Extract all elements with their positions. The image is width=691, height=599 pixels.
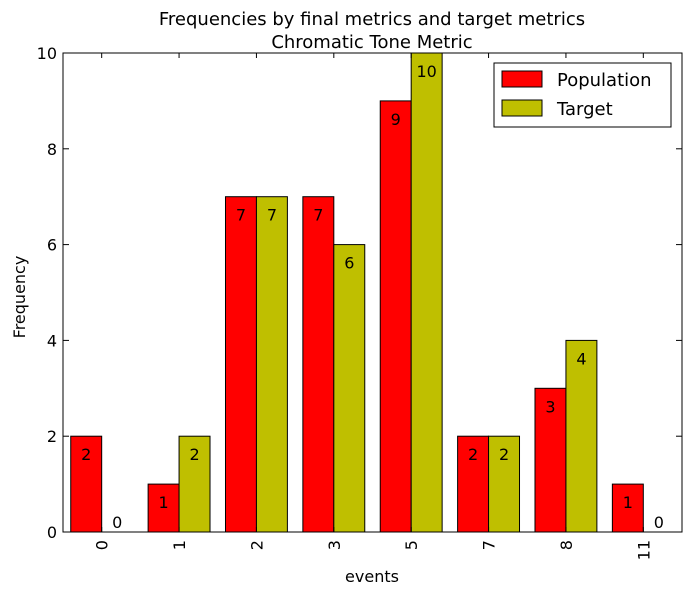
x-tick-label-0: 0 — [93, 540, 112, 550]
y-axis-label: Frequency — [10, 256, 29, 339]
legend-swatch-target — [501, 99, 543, 117]
data-label-target-1: 2 — [189, 445, 199, 464]
bar-target-7 — [488, 435, 521, 533]
y-tick-label-8: 8 — [47, 140, 57, 159]
data-label-population-0: 2 — [81, 445, 91, 464]
bar-population-8 — [534, 387, 567, 533]
bar-target-8 — [565, 339, 598, 533]
y-tick-label-6: 6 — [47, 236, 57, 255]
bar-population-7 — [457, 435, 490, 533]
y-tick-label-0: 0 — [47, 523, 57, 542]
bar-target-5 — [410, 52, 443, 533]
x-tick-label-7: 7 — [480, 540, 499, 550]
x-tick-label-3: 3 — [325, 540, 344, 550]
data-label-target-8: 4 — [576, 349, 586, 368]
data-label-target-2: 7 — [267, 206, 277, 225]
bar-population-3 — [302, 196, 335, 533]
data-label-population-11: 1 — [623, 493, 633, 512]
x-axis-label: events — [345, 567, 399, 586]
bars-layer — [70, 52, 644, 533]
legend-label-population: Population — [557, 70, 652, 91]
legend: Population Target — [493, 62, 672, 128]
legend-label-target: Target — [556, 99, 613, 120]
data-label-population-8: 3 — [545, 397, 555, 416]
chart-title: Frequencies by final metrics and target … — [159, 9, 585, 30]
bar-population-11 — [611, 483, 644, 533]
data-label-population-7: 2 — [468, 445, 478, 464]
bar-population-2 — [224, 196, 257, 533]
legend-swatch-population — [501, 70, 543, 88]
x-tick-label-1: 1 — [170, 540, 189, 550]
bar-population-5 — [379, 100, 412, 533]
chart-subtitle: Chromatic Tone Metric — [271, 32, 472, 53]
y-tick-label-2: 2 — [47, 427, 57, 446]
y-tick-label-10: 10 — [37, 44, 57, 63]
data-label-population-1: 1 — [158, 493, 168, 512]
bar-target-1 — [178, 435, 211, 533]
x-tick-label-5: 5 — [402, 540, 421, 550]
bar-population-0 — [70, 435, 103, 533]
data-label-target-0: 0 — [112, 513, 122, 532]
x-tick-label-11: 11 — [634, 540, 653, 560]
data-label-population-2: 7 — [236, 206, 246, 225]
data-label-target-5: 10 — [416, 62, 436, 81]
y-tick-label-4: 4 — [47, 331, 57, 350]
bar-population-1 — [147, 483, 180, 533]
data-label-target-7: 2 — [499, 445, 509, 464]
x-tick-label-2: 2 — [247, 540, 266, 550]
bar-target-2 — [255, 196, 288, 533]
data-label-population-5: 9 — [391, 110, 401, 129]
data-label-population-3: 7 — [313, 206, 323, 225]
bar-target-3 — [333, 244, 366, 533]
plot-frame — [62, 52, 683, 533]
data-label-target-3: 6 — [344, 254, 354, 273]
x-tick-label-8: 8 — [557, 540, 576, 550]
data-label-target-11: 0 — [654, 513, 664, 532]
